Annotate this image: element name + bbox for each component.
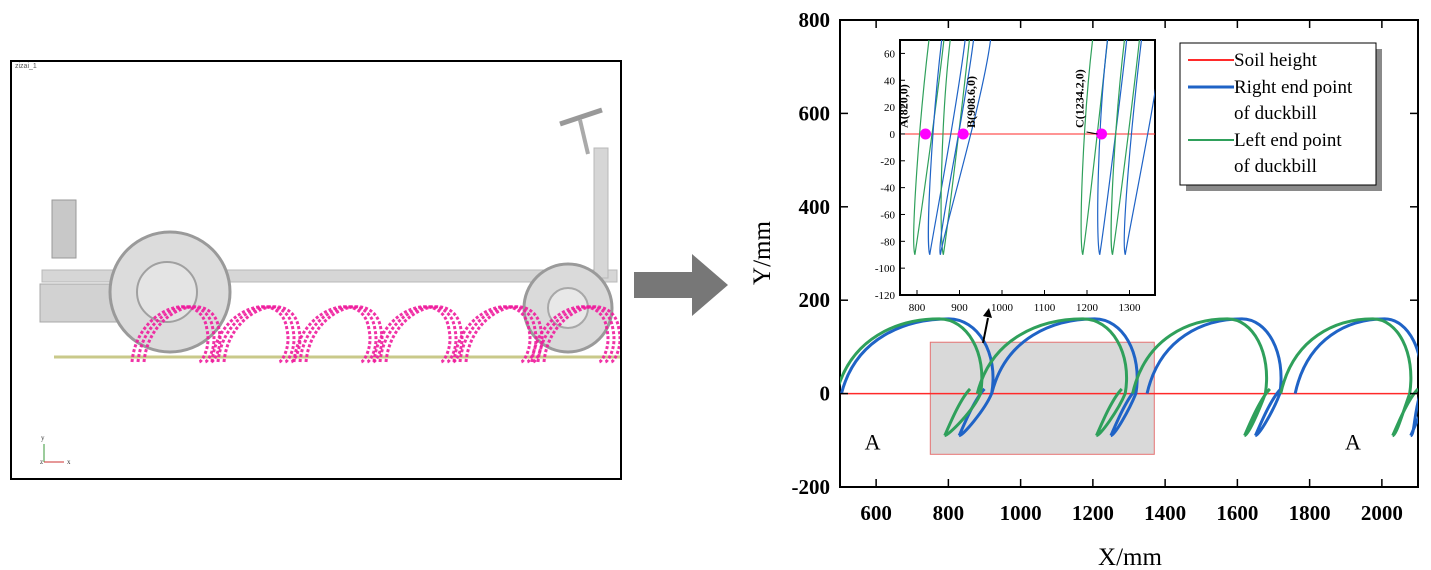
inset-right-end-curve bbox=[927, 40, 966, 255]
right-arrow-icon bbox=[634, 254, 728, 316]
trajectory-loop bbox=[452, 305, 532, 364]
x-tick-label: 1600 bbox=[1216, 501, 1258, 525]
triad-x-label: x bbox=[67, 458, 71, 466]
y-tick-label: 200 bbox=[799, 288, 831, 312]
x-tick-label: 1200 bbox=[1072, 501, 1114, 525]
x-tick-label: 1000 bbox=[1000, 501, 1042, 525]
inset-right-end-curve bbox=[1123, 40, 1155, 255]
steering-column bbox=[559, 107, 603, 127]
inset-right-end-curve bbox=[939, 40, 992, 255]
trajectory-loop bbox=[216, 305, 296, 364]
inset-x-tick-label: 1300 bbox=[1119, 302, 1142, 314]
inset-point-label: B(908.6,0) bbox=[964, 76, 978, 128]
y-axis-label: Y/mm bbox=[749, 221, 776, 285]
inset-pointer-arrowhead bbox=[983, 308, 992, 318]
trajectory-loop bbox=[384, 305, 464, 364]
inset-y-tick-label: -80 bbox=[880, 236, 895, 248]
inset-y-tick-label: -20 bbox=[880, 156, 895, 168]
inset-y-tick-label: -40 bbox=[880, 183, 895, 195]
trajectory-loop bbox=[378, 305, 458, 364]
series-right-end-loop bbox=[1293, 317, 1418, 438]
trajectory-loop bbox=[142, 305, 222, 364]
inset-label-leader bbox=[1086, 131, 1098, 135]
trajectory-loop bbox=[542, 305, 620, 364]
simulation-title: zizai_1 bbox=[15, 63, 37, 70]
inset-x-tick-label: 900 bbox=[951, 302, 968, 314]
inset-point-marker bbox=[957, 128, 969, 140]
inset-left-end-curve bbox=[1110, 40, 1141, 255]
legend-label: of duckbill bbox=[1234, 103, 1317, 124]
inset-point-marker bbox=[1096, 128, 1108, 140]
machine-engine bbox=[51, 199, 77, 259]
triad-y-label: y bbox=[41, 434, 45, 442]
steering-shaft bbox=[578, 119, 590, 155]
series-left-end-loop bbox=[1279, 317, 1418, 438]
series-left-end-loop bbox=[840, 317, 984, 438]
inset-y-tick-label: -60 bbox=[880, 209, 895, 221]
trajectory-loop bbox=[298, 305, 378, 364]
x-axis-label: X/mm bbox=[1098, 544, 1162, 570]
chart: 600 800 1000 1200 1400 1600 1800 2000-200020040… bbox=[749, 8, 1419, 570]
inset-x-tick-label: 1000 bbox=[991, 302, 1014, 314]
y-tick-label: 800 bbox=[799, 8, 831, 32]
trajectory-loop bbox=[130, 305, 210, 364]
inset-point-label: C(1234.2,0) bbox=[1073, 69, 1087, 128]
inset-x-tick-label: 800 bbox=[909, 302, 926, 314]
inset-y-tick-label: -100 bbox=[875, 263, 896, 275]
y-tick-label: 600 bbox=[799, 101, 831, 125]
machine-rear-post bbox=[593, 147, 609, 279]
inset-frame bbox=[899, 39, 1156, 296]
x-tick-label: 1400 bbox=[1144, 501, 1186, 525]
y-tick-label: 400 bbox=[799, 195, 831, 219]
legend-label: of duckbill bbox=[1234, 156, 1317, 177]
simulation-panel: zizai_1 y z x bbox=[10, 60, 622, 480]
trajectory-loop bbox=[292, 305, 372, 364]
inset-x-tick-label: 1200 bbox=[1076, 302, 1099, 314]
annotation-label: A bbox=[1345, 430, 1361, 455]
inset-left-end-curve bbox=[1080, 40, 1109, 255]
legend-label: Soil height bbox=[1234, 50, 1318, 71]
legend-label: Right end point bbox=[1234, 77, 1353, 98]
trajectory-loops bbox=[130, 305, 620, 364]
inset-y-tick-label: 20 bbox=[884, 102, 896, 114]
series-right-end-loop bbox=[1145, 317, 1283, 438]
series-left-end-loop bbox=[1131, 317, 1272, 438]
inset-y-tick-label: 0 bbox=[890, 129, 896, 141]
inset-y-tick-label: -120 bbox=[875, 290, 896, 302]
series-left-end-loop bbox=[975, 317, 1128, 438]
x-tick-label: 800 bbox=[933, 501, 965, 525]
trajectory-loop bbox=[304, 305, 384, 364]
legend-box bbox=[1179, 42, 1377, 186]
inset-x-tick-label: 1100 bbox=[1034, 302, 1056, 314]
trajectory-loop bbox=[210, 305, 290, 364]
trajectory-loop bbox=[136, 305, 216, 364]
trajectory-loop bbox=[536, 305, 616, 364]
x-tick-label: 600 bbox=[860, 501, 892, 525]
y-tick-label: 0 bbox=[820, 382, 831, 406]
inset-point-label: A(820,0) bbox=[897, 84, 911, 128]
inset-pointer-arrow bbox=[982, 317, 989, 344]
highlight-region bbox=[929, 341, 1155, 455]
trajectory-loop bbox=[372, 305, 452, 364]
inset-y-tick-label: 40 bbox=[884, 75, 896, 87]
front-wheel-hub bbox=[136, 261, 198, 323]
y-tick-label: -200 bbox=[792, 475, 831, 499]
inset-left-end-curve bbox=[913, 40, 945, 255]
simulation-view: y z x bbox=[39, 107, 620, 466]
inset-point-marker bbox=[920, 128, 931, 140]
annotation-label: A bbox=[865, 430, 881, 455]
inset-right-end-curve bbox=[1097, 40, 1128, 255]
inset-left-end-curve bbox=[940, 40, 971, 255]
inset-y-tick-label: 60 bbox=[884, 48, 896, 60]
trajectory-loop bbox=[530, 305, 610, 364]
highlight-rect bbox=[929, 341, 1155, 455]
triad-z-label: z bbox=[40, 458, 43, 466]
legend-label: Left end point bbox=[1234, 130, 1342, 151]
trajectory-loop bbox=[222, 305, 302, 364]
x-tick-label: 1800 bbox=[1289, 501, 1331, 525]
x-tick-label: 2000 bbox=[1361, 501, 1403, 525]
